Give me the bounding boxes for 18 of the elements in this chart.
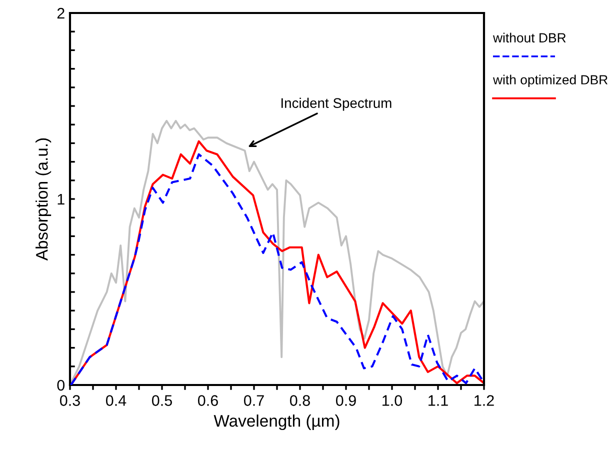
text: without DBR <box>492 32 566 42</box>
x-tick-label: 0.6 <box>198 395 218 406</box>
y-tick-label: 2 <box>57 8 64 19</box>
y-axis-title: Absorption (a.u.) <box>36 138 52 261</box>
x-tick-label: 0.7 <box>244 395 264 406</box>
x-tick-label: 1.0 <box>382 395 402 406</box>
x-tick-label: 0.4 <box>106 395 126 406</box>
x-tick-label: 0.5 <box>152 395 172 406</box>
y-tick-label: 1 <box>58 194 64 205</box>
annotation: Incident Spectrum <box>282 98 392 111</box>
x-tick-label: 1.1 <box>428 395 448 406</box>
x-tick-label: 0.9 <box>336 395 356 406</box>
x-tick-label: 0.8 <box>290 395 310 406</box>
x-tick-label: 0.3 <box>60 395 80 406</box>
x-axis-title: Wavelength (µm) <box>214 414 340 430</box>
y-tick-label: 0 <box>57 380 65 391</box>
text: with optimized DBR <box>492 74 608 88</box>
x-tick-label: 1.2 <box>474 395 494 406</box>
